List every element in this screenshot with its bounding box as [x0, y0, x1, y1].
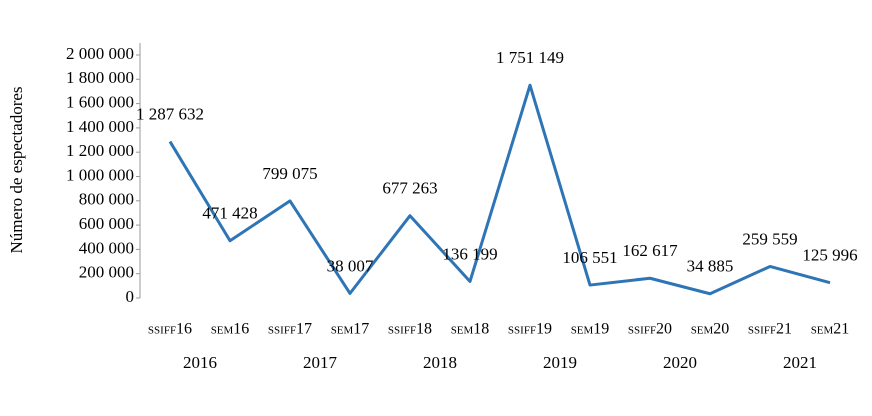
y-tick-label: 2 000 000 — [66, 44, 134, 63]
year-label: 2020 — [663, 353, 697, 372]
x-tick-label: ssiff19 — [508, 321, 552, 338]
data-label: 136 199 — [442, 244, 497, 263]
x-tick-label: ssiff16 — [148, 321, 192, 338]
data-label: 471 428 — [202, 204, 257, 223]
year-label: 2021 — [783, 353, 817, 372]
y-tick-label: 600 000 — [79, 214, 134, 233]
year-label: 2019 — [543, 353, 577, 372]
y-tick-label: 1 800 000 — [66, 68, 134, 87]
data-label: 38 007 — [327, 256, 374, 275]
y-tick-label: 400 000 — [79, 238, 134, 257]
x-tick-label: sem19 — [571, 321, 610, 338]
year-label: 2018 — [423, 353, 457, 372]
y-tick-label: 1 200 000 — [66, 141, 134, 160]
y-tick-label: 0 — [126, 287, 135, 306]
data-label: 125 996 — [802, 246, 857, 265]
x-tick-label: sem20 — [691, 321, 730, 338]
data-label: 259 559 — [742, 229, 797, 248]
x-tick-label: ssiff20 — [628, 321, 672, 338]
y-tick-label: 1 600 000 — [66, 93, 134, 112]
data-label: 162 617 — [622, 241, 678, 260]
x-tick-label: sem17 — [331, 321, 370, 338]
x-tick-label: sem18 — [451, 321, 490, 338]
y-tick-label: 800 000 — [79, 190, 134, 209]
x-tick-label: sem16 — [211, 321, 250, 338]
x-tick-label: ssiff21 — [748, 321, 792, 338]
x-tick-label: ssiff17 — [268, 321, 312, 338]
data-label: 1 287 632 — [136, 104, 204, 123]
x-tick-label: sem21 — [811, 321, 850, 338]
data-label: 106 551 — [562, 248, 617, 267]
data-label: 1 751 149 — [496, 48, 564, 67]
data-label: 34 885 — [687, 257, 734, 276]
x-tick-label: ssiff18 — [388, 321, 432, 338]
y-tick-label: 200 000 — [79, 263, 134, 282]
y-tick-label: 1 400 000 — [66, 117, 134, 136]
year-label: 2016 — [183, 353, 217, 372]
data-line — [168, 83, 831, 296]
y-tick-label: 1 000 000 — [66, 165, 134, 184]
data-label: 799 075 — [262, 164, 317, 183]
year-label: 2017 — [303, 353, 338, 372]
y-axis-title: Número de espectadores — [7, 86, 26, 253]
data-label: 677 263 — [382, 179, 437, 198]
